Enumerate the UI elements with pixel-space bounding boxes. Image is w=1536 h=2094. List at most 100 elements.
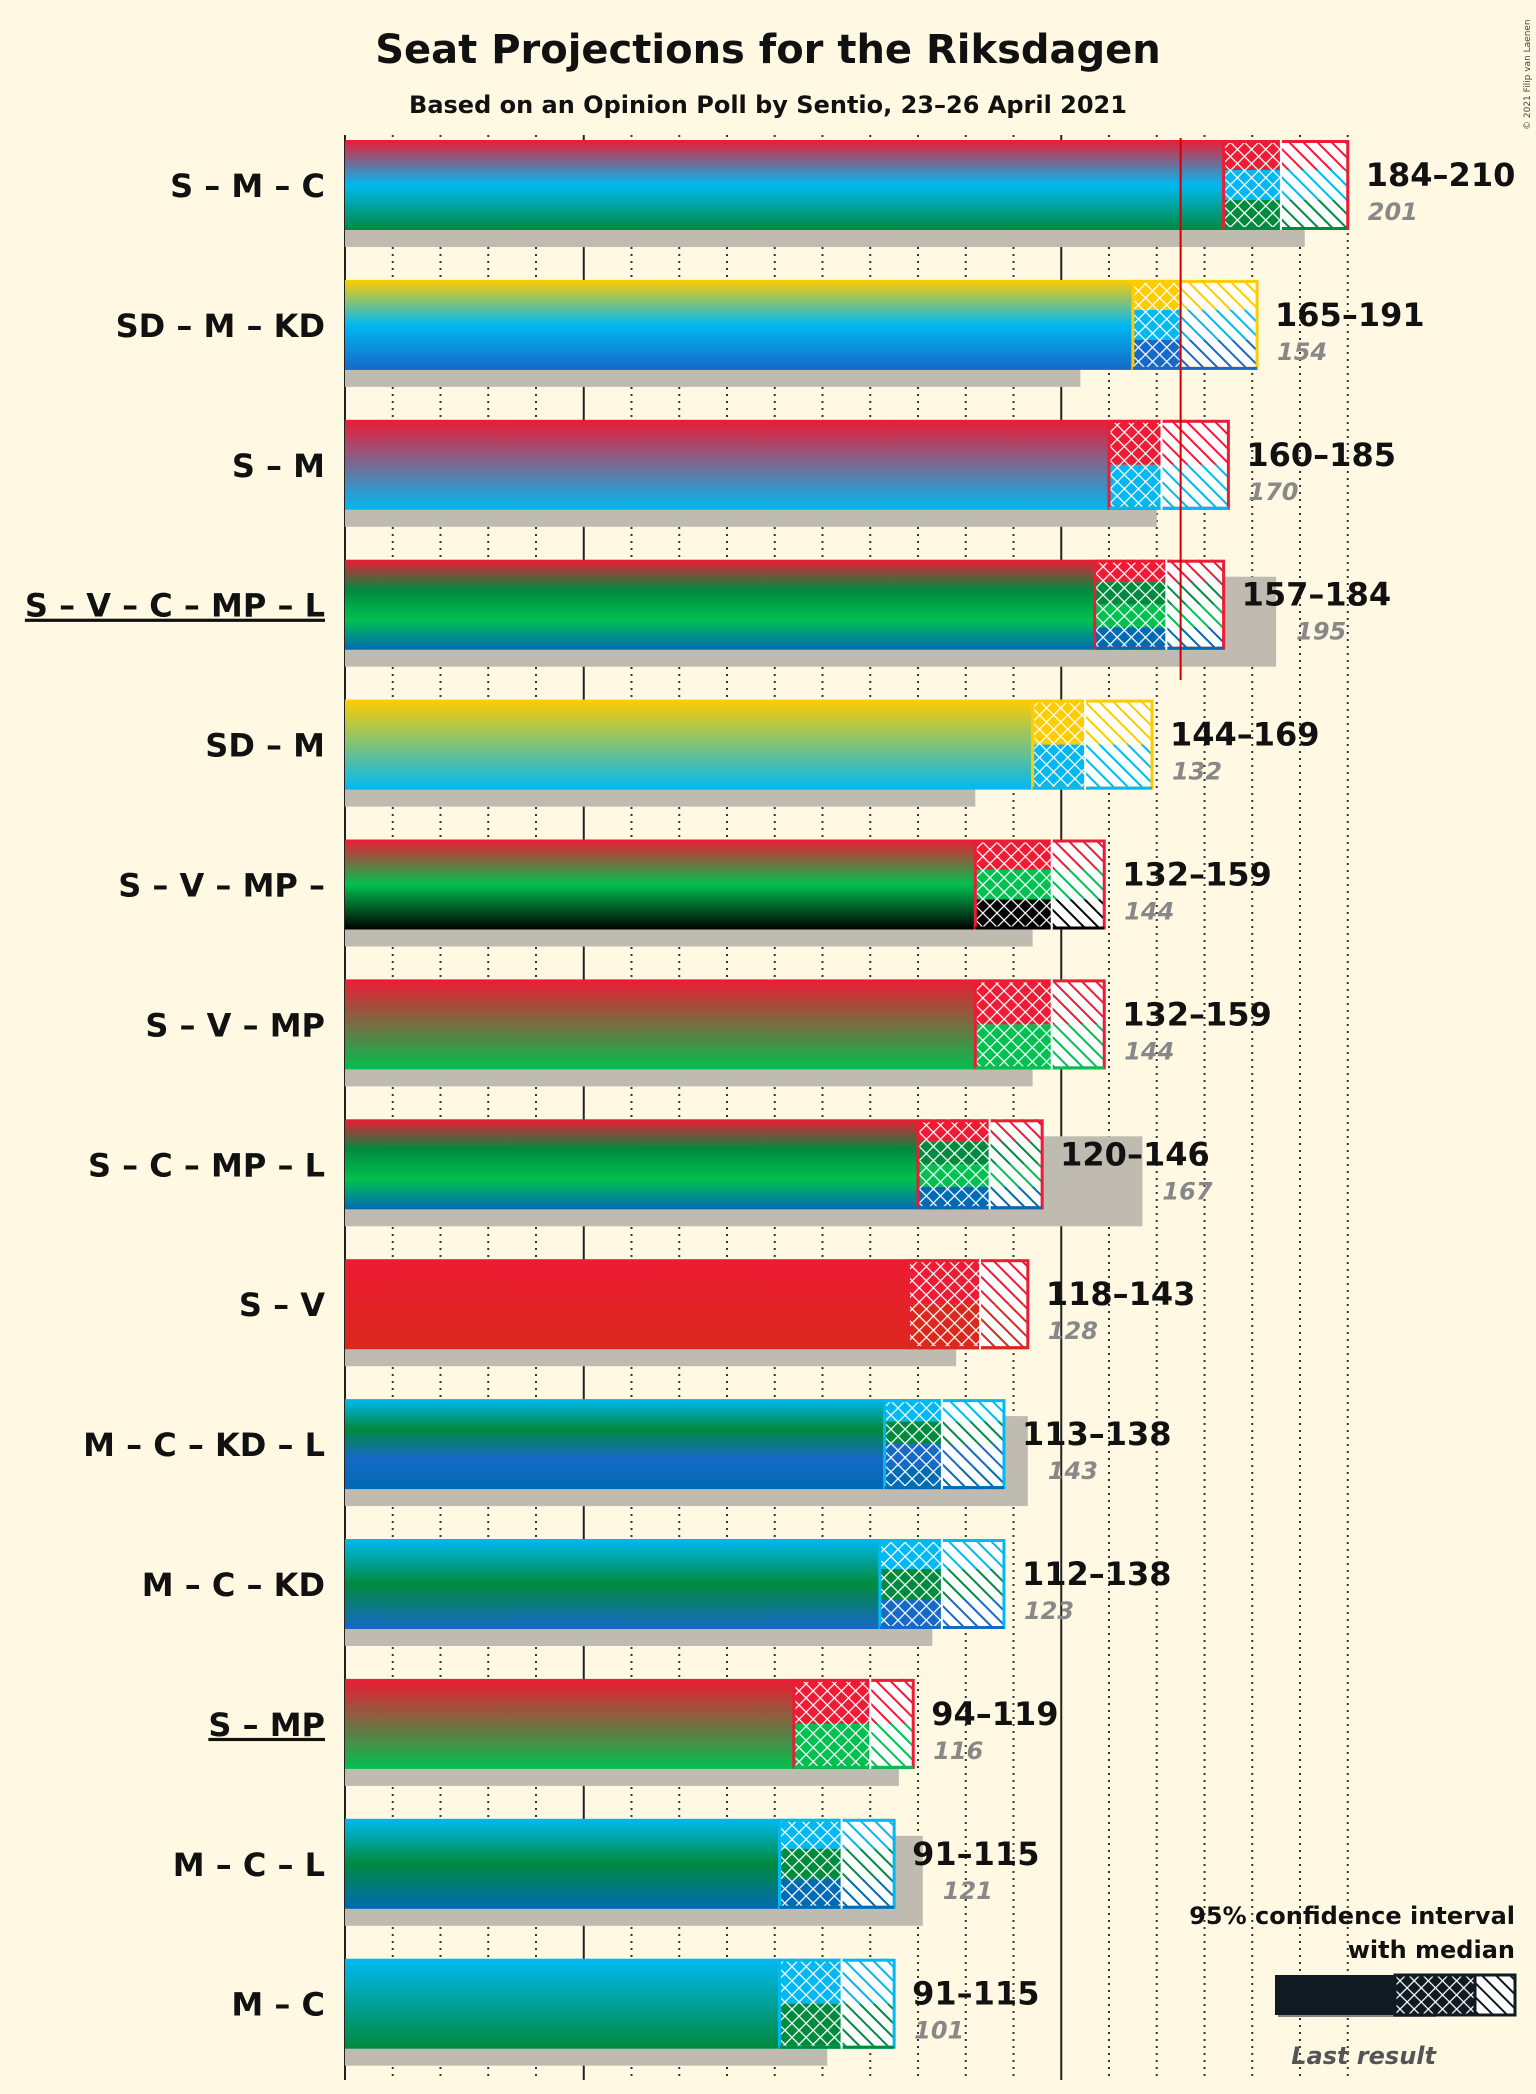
interval-inner-stripe xyxy=(780,2004,842,2049)
last-result-label: 132 xyxy=(1172,758,1222,786)
range-label: 132–159 xyxy=(1122,856,1272,894)
interval-bar-solid xyxy=(345,140,1224,230)
last-result-label: 101 xyxy=(914,2017,964,2045)
interval-outer-stripe xyxy=(1052,900,1105,930)
interval-bar-solid xyxy=(345,1819,780,1909)
range-label: 132–159 xyxy=(1122,995,1272,1033)
range-label: 144–169 xyxy=(1170,716,1320,754)
coalition-label: M – C xyxy=(231,1986,325,2024)
copyright-notice: © 2021 Filip van Laenen xyxy=(1523,19,1533,130)
interval-inner-stripe xyxy=(975,840,1051,870)
range-label: 118–143 xyxy=(1046,1275,1196,1313)
interval-inner-stripe xyxy=(975,900,1051,930)
legend-last-result-label: Last result xyxy=(1291,2042,1437,2070)
interval-outer-stripe xyxy=(1085,745,1152,790)
interval-outer-stripe xyxy=(1166,560,1223,583)
coalition-label: M – C – L xyxy=(173,1846,325,1884)
interval-outer-stripe xyxy=(1162,465,1229,510)
range-label: 184–210 xyxy=(1366,156,1516,194)
coalition-label: S – M xyxy=(232,447,325,485)
chart-svg: Seat Projections for the Riksdagen Based… xyxy=(0,0,1536,2094)
interval-outer-stripe xyxy=(1281,170,1348,200)
coalition-label: S – MP xyxy=(208,1706,325,1744)
interval-inner-stripe xyxy=(1133,340,1181,370)
interval-inner-stripe xyxy=(880,1569,942,1599)
interval-bar-solid xyxy=(345,1399,885,1489)
range-label: 160–185 xyxy=(1246,436,1396,474)
interval-inner-stripe xyxy=(1224,140,1281,170)
coalition-label: S – M – C xyxy=(170,167,325,205)
last-result-label: 170 xyxy=(1248,478,1298,506)
interval-outer-stripe xyxy=(942,1539,1004,1569)
interval-bar-solid xyxy=(345,979,975,1069)
interval-outer-stripe xyxy=(842,1819,895,1849)
interval-inner-stripe xyxy=(1033,700,1086,745)
interval-inner-stripe xyxy=(1095,560,1167,583)
last-result-label: 123 xyxy=(1024,1597,1074,1625)
interval-outer-stripe xyxy=(1181,310,1257,340)
interval-outer-stripe xyxy=(1281,140,1348,170)
legend-outer-interval xyxy=(1475,1975,1515,2015)
interval-outer-stripe xyxy=(1052,870,1105,900)
interval-outer-stripe xyxy=(942,1599,1004,1629)
interval-outer-stripe xyxy=(980,1304,1028,1349)
coalition-label: S – C – MP – L xyxy=(88,1146,325,1184)
range-label: 120–146 xyxy=(1060,1135,1210,1173)
interval-outer-stripe xyxy=(942,1467,1004,1490)
legend-solid-bar xyxy=(1275,1975,1395,2015)
interval-outer-stripe xyxy=(842,1959,895,2004)
interval-outer-stripe xyxy=(842,1879,895,1909)
interval-inner-stripe xyxy=(1224,170,1281,200)
legend-title-line1: 95% confidence interval xyxy=(1189,1902,1515,1930)
interval-outer-stripe xyxy=(942,1569,1004,1599)
interval-bar-solid xyxy=(345,420,1109,510)
interval-inner-stripe xyxy=(975,979,1051,1024)
legend-title-line2: with median xyxy=(1348,1936,1515,1964)
interval-inner-stripe xyxy=(1095,605,1167,628)
interval-outer-stripe xyxy=(870,1724,913,1769)
interval-outer-stripe xyxy=(942,1399,1004,1422)
range-label: 113–138 xyxy=(1022,1415,1172,1453)
interval-inner-stripe xyxy=(880,1599,942,1629)
interval-inner-stripe xyxy=(908,1304,980,1349)
interval-inner-stripe xyxy=(918,1164,990,1187)
last-result-label: 144 xyxy=(1124,1037,1174,1065)
interval-inner-stripe xyxy=(1109,465,1162,510)
last-result-label: 121 xyxy=(943,1877,993,1905)
interval-inner-stripe xyxy=(918,1187,990,1210)
interval-outer-stripe xyxy=(1162,420,1229,465)
interval-bar-solid xyxy=(345,280,1133,370)
interval-inner-stripe xyxy=(885,1444,942,1467)
range-label: 165–191 xyxy=(1275,296,1425,334)
interval-outer-stripe xyxy=(1281,200,1348,230)
interval-outer-stripe xyxy=(842,1849,895,1879)
interval-bar-solid xyxy=(345,1119,918,1209)
last-result-label: 167 xyxy=(1162,1177,1212,1205)
coalition-label: SD – M – KD xyxy=(116,307,325,345)
interval-inner-stripe xyxy=(1133,310,1181,340)
interval-bar-solid xyxy=(345,1679,794,1769)
interval-bar-solid xyxy=(345,560,1095,650)
last-result-label: 143 xyxy=(1048,1457,1098,1485)
interval-outer-stripe xyxy=(1166,627,1223,650)
interval-inner-stripe xyxy=(975,1024,1051,1069)
interval-inner-stripe xyxy=(885,1467,942,1490)
interval-inner-stripe xyxy=(885,1422,942,1445)
interval-outer-stripe xyxy=(1181,340,1257,370)
interval-inner-stripe xyxy=(780,1819,842,1849)
interval-outer-stripe xyxy=(1085,700,1152,745)
interval-inner-stripe xyxy=(975,870,1051,900)
range-label: 112–138 xyxy=(1022,1555,1172,1593)
interval-inner-stripe xyxy=(908,1259,980,1304)
interval-inner-stripe xyxy=(780,1849,842,1879)
interval-bar-solid xyxy=(345,700,1033,790)
coalition-label: M – C – KD – L xyxy=(83,1426,325,1464)
last-result-label: 195 xyxy=(1296,618,1346,646)
interval-outer-stripe xyxy=(990,1164,1043,1187)
interval-outer-stripe xyxy=(942,1444,1004,1467)
interval-bar-solid xyxy=(345,1539,880,1629)
interval-inner-stripe xyxy=(1224,200,1281,230)
last-result-label: 144 xyxy=(1124,898,1174,926)
interval-outer-stripe xyxy=(980,1259,1028,1304)
interval-bar-solid xyxy=(345,840,975,930)
